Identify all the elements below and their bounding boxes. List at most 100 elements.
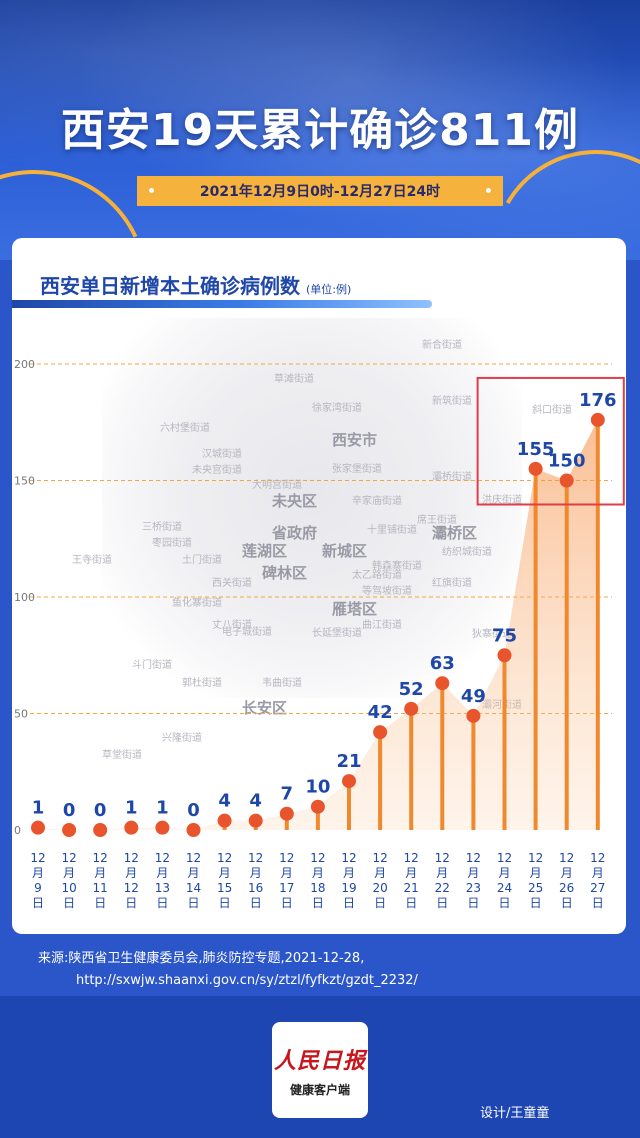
x-tick-label: 12 月 12 日 bbox=[124, 851, 139, 910]
map-label: 等驾坡街道 bbox=[362, 584, 412, 597]
data-label: 155 bbox=[517, 439, 555, 460]
x-tick-label: 12 月 18 日 bbox=[310, 851, 325, 910]
data-point bbox=[155, 820, 170, 835]
x-tick-label: 12 月 20 日 bbox=[372, 851, 387, 910]
map-label: 六村堡街道 bbox=[160, 421, 210, 434]
data-label: 49 bbox=[461, 686, 486, 707]
map-label: 狄寨街道 bbox=[472, 627, 512, 640]
highlight-box bbox=[476, 376, 625, 506]
map-label: 红旗街道 bbox=[432, 576, 472, 589]
map-label: 雁塔区 bbox=[332, 600, 377, 618]
data-label: 4 bbox=[249, 791, 262, 812]
data-point bbox=[466, 708, 481, 723]
data-label: 0 bbox=[63, 800, 76, 821]
map-label: 莲湖区 bbox=[242, 542, 287, 560]
area-fill bbox=[38, 419, 598, 830]
page-title: 西安19天累计确诊811例 bbox=[60, 105, 580, 156]
map-label: 草堂街道 bbox=[102, 748, 142, 761]
data-label: 176 bbox=[579, 390, 617, 411]
data-point bbox=[62, 823, 77, 837]
map-label: 灞桥街道 bbox=[432, 470, 472, 483]
x-tick-label: 12 月 17 日 bbox=[279, 851, 294, 910]
data-label: 0 bbox=[187, 800, 200, 821]
map-label: 兴隆街道 bbox=[162, 731, 202, 744]
map-label: 汉城街道 bbox=[202, 447, 242, 460]
chart-card: 西安单日新增本土确诊病例数 (单位:例) 新合街道草滩街道徐家湾街道 新筑街道六村堡… bbox=[12, 238, 626, 934]
map-label: 徐家湾街道 bbox=[312, 401, 362, 414]
x-tick-label: 12 月 10 日 bbox=[61, 851, 76, 910]
designer-credit: 设计/王童童 bbox=[480, 1106, 550, 1121]
data-label: 0 bbox=[94, 800, 107, 821]
source-line-1: 来源:陕西省卫生健康委员会,肺炎防控专题,2021-12-28, bbox=[38, 951, 365, 966]
data-point bbox=[404, 701, 419, 716]
x-tick-label: 12 月 24 日 bbox=[497, 851, 512, 910]
map-label: 未央宫街道 bbox=[192, 463, 242, 476]
x-tick-label: 12 月 22 日 bbox=[435, 851, 450, 910]
map-label: 洪庆街道 bbox=[482, 493, 522, 506]
map-label: 郭杜街道 bbox=[182, 676, 222, 689]
data-point bbox=[435, 676, 450, 691]
chart-title: 西安单日新增本土确诊病例数 (单位:例) bbox=[40, 270, 351, 299]
data-label: 63 bbox=[430, 653, 455, 674]
map-label: 省政府 bbox=[271, 524, 317, 542]
data-label: 150 bbox=[548, 451, 586, 472]
data-point bbox=[528, 461, 543, 476]
x-tick-label: 12 月 11 日 bbox=[93, 851, 108, 910]
map-label: 灞桥区 bbox=[432, 524, 477, 542]
data-point bbox=[497, 648, 512, 663]
data-point bbox=[590, 412, 605, 427]
x-tick-label: 12 月 14 日 bbox=[186, 851, 201, 910]
map-label: 太乙路街道 bbox=[352, 568, 402, 581]
logo-main-text: 人民日报 bbox=[273, 1047, 366, 1074]
x-tick-label: 12 月 15 日 bbox=[217, 851, 232, 910]
map-label: 鱼化寨街道 bbox=[172, 596, 222, 609]
logo: 人民日报 健康客户端 bbox=[272, 1022, 368, 1118]
x-tick-label: 12 月 19 日 bbox=[341, 851, 356, 910]
map-label: 西安市 bbox=[332, 431, 377, 449]
chart-title-text: 西安单日新增本土确诊病例数 bbox=[40, 274, 300, 298]
data-point bbox=[373, 725, 388, 740]
header-banner bbox=[0, 0, 640, 431]
date-range-band: 2021年12月9日0时-12月27日24时 bbox=[137, 176, 503, 206]
data-label: 1 bbox=[156, 798, 169, 819]
data-point bbox=[124, 820, 139, 835]
chart-unit: (单位:例) bbox=[306, 283, 352, 296]
map-label: 张家堡街道 bbox=[332, 462, 382, 475]
data-label: 7 bbox=[281, 784, 294, 805]
map-label: 电子城街道 bbox=[222, 625, 272, 638]
map-label: 新城区 bbox=[322, 542, 367, 560]
map-label: 长延堡街道 bbox=[312, 626, 362, 639]
map-label: 枣园街道 bbox=[152, 536, 192, 549]
data-label: 1 bbox=[32, 798, 45, 819]
data-point bbox=[186, 823, 201, 837]
source-line-2: http://sxwjw.shaanxi.gov.cn/sy/ztzl/fyfk… bbox=[76, 973, 418, 988]
data-point bbox=[248, 813, 263, 828]
dot-icon bbox=[486, 188, 491, 193]
map-label: 三桥街道 bbox=[142, 520, 182, 533]
data-point bbox=[559, 473, 574, 488]
x-tick-label: 12 月 23 日 bbox=[466, 851, 481, 910]
map-label: 王寺街道 bbox=[72, 553, 112, 566]
data-label: 4 bbox=[218, 791, 231, 812]
map-label: 斜口街道 bbox=[532, 403, 572, 416]
map-label: 席王街道 bbox=[417, 513, 457, 526]
date-range-text: 2021年12月9日0时-12月27日24时 bbox=[199, 184, 441, 200]
map-label: 韦曲街道 bbox=[262, 676, 302, 689]
title-underline bbox=[12, 300, 432, 308]
logo-sub-text: 健康客户端 bbox=[289, 1082, 350, 1097]
map-label: 新筑街道 bbox=[432, 394, 472, 407]
x-tick-label: 12 月 27 日 bbox=[590, 851, 605, 910]
data-label: 10 bbox=[305, 777, 330, 798]
map-background bbox=[102, 318, 522, 698]
map-label: 丈八街道 bbox=[212, 618, 252, 631]
data-label: 1 bbox=[125, 798, 138, 819]
map-label: 草滩街道 bbox=[274, 372, 314, 385]
y-tick-label: 200 bbox=[14, 358, 35, 371]
x-tick-label: 12 月 25 日 bbox=[528, 851, 543, 910]
data-label: 42 bbox=[368, 702, 393, 723]
map-label: 新合街道 bbox=[422, 338, 462, 351]
y-tick-label: 150 bbox=[14, 475, 35, 488]
x-tick-label: 12 月 16 日 bbox=[248, 851, 263, 910]
source-note: 来源:陕西省卫生健康委员会,肺炎防控专题,2021-12-28, http://… bbox=[38, 948, 618, 992]
